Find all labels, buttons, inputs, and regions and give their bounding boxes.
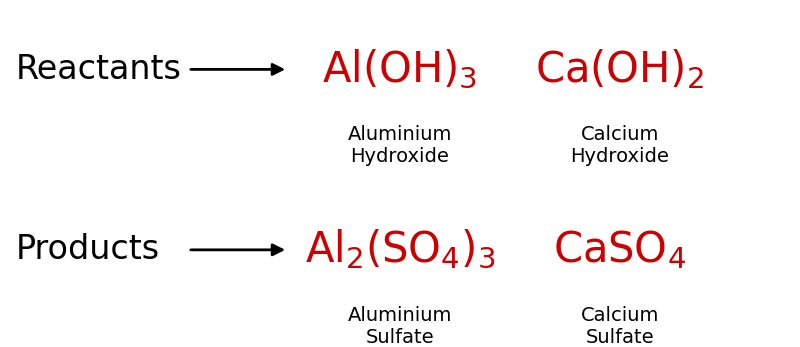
Text: Aluminium
Sulfate: Aluminium Sulfate bbox=[348, 306, 452, 347]
Text: Reactants: Reactants bbox=[16, 53, 182, 86]
Text: Calcium
Sulfate: Calcium Sulfate bbox=[581, 306, 659, 347]
Text: $\mathregular{CaSO_4}$: $\mathregular{CaSO_4}$ bbox=[554, 228, 686, 271]
Text: Calcium
Hydroxide: Calcium Hydroxide bbox=[570, 125, 670, 166]
Text: Products: Products bbox=[16, 233, 160, 266]
Text: Aluminium
Hydroxide: Aluminium Hydroxide bbox=[348, 125, 452, 166]
Text: $\mathregular{Ca(OH)_2}$: $\mathregular{Ca(OH)_2}$ bbox=[535, 48, 705, 91]
Text: $\mathregular{Al(OH)_3}$: $\mathregular{Al(OH)_3}$ bbox=[322, 48, 478, 91]
Text: $\mathregular{Al_2(SO_4)_3}$: $\mathregular{Al_2(SO_4)_3}$ bbox=[305, 228, 495, 271]
